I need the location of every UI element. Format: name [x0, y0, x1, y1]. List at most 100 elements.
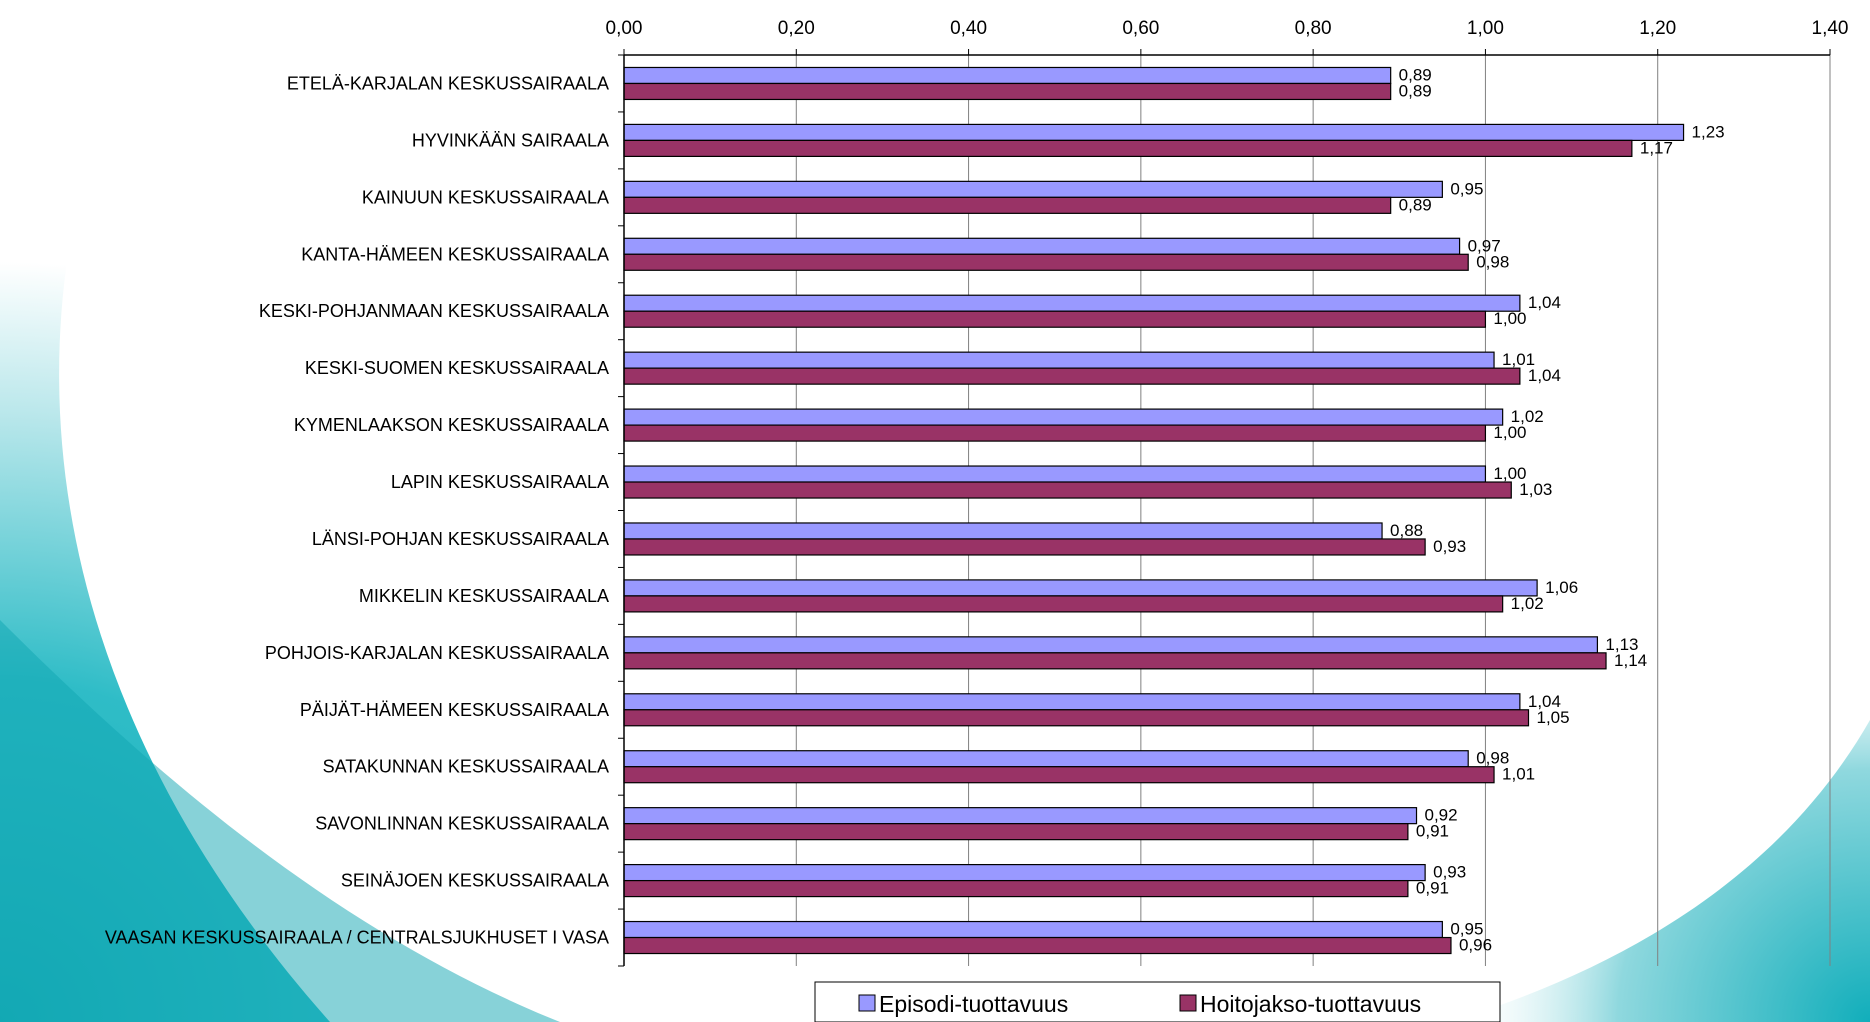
- bar-hoitojakso: [623, 595, 1504, 613]
- bar-hoitojakso: [623, 538, 1426, 556]
- value-label: 1,23: [1692, 122, 1725, 141]
- value-label: 1,14: [1614, 651, 1647, 670]
- bar-episodi: [623, 636, 1599, 654]
- value-label: 1,17: [1640, 138, 1673, 157]
- bar-episodi: [623, 351, 1495, 369]
- value-label: 1,02: [1511, 594, 1544, 613]
- bar-hoitojakso: [623, 139, 1633, 158]
- value-label: 0,93: [1433, 863, 1466, 882]
- category-label: ETELÄ-KARJALAN KESKUSSAIRAALA: [287, 73, 609, 93]
- value-label: 1,01: [1502, 765, 1535, 784]
- bar-hoitojakso: [623, 936, 1452, 955]
- category-label: PÄIJÄT-HÄMEEN KESKUSSAIRAALA: [300, 700, 609, 720]
- value-label: 1,02: [1511, 407, 1544, 426]
- x-tick-label: 1,00: [1467, 18, 1504, 39]
- x-tick-label: 0,60: [1122, 18, 1159, 39]
- bar-hoitojakso: [623, 709, 1530, 727]
- category-label: POHJOIS-KARJALAN KESKUSSAIRAALA: [265, 643, 609, 663]
- value-label: 0,92: [1425, 806, 1458, 825]
- legend-swatch-hoitojakso: [1179, 994, 1197, 1012]
- bar-hoitojakso: [623, 766, 1495, 784]
- category-label: SAVONLINNAN KESKUSSAIRAALA: [315, 814, 609, 834]
- x-tick-labels: 0,00 0,20 0,40 0,60 0,80 1,00 1,20 1,40: [606, 18, 1849, 39]
- bar-episodi: [623, 66, 1392, 85]
- axes: [618, 49, 1831, 967]
- x-tick-label: 0,20: [778, 18, 815, 39]
- category-label: MIKKELIN KESKUSSAIRAALA: [359, 586, 609, 606]
- value-label: 1,04: [1528, 692, 1561, 711]
- bar-episodi: [623, 408, 1504, 426]
- category-label: SATAKUNNAN KESKUSSAIRAALA: [323, 757, 609, 777]
- value-label: 0,89: [1399, 81, 1432, 100]
- value-label: 1,03: [1519, 480, 1552, 499]
- bar-hoitojakso: [623, 823, 1409, 841]
- category-label: KAINUUN KESKUSSAIRAALA: [362, 187, 609, 207]
- value-label: 0,98: [1476, 749, 1509, 768]
- value-label: 1,04: [1528, 293, 1561, 312]
- value-label: 0,98: [1476, 252, 1509, 271]
- bar-episodi: [623, 807, 1418, 825]
- legend-box: [814, 981, 1501, 1022]
- category-label: HYVINKÄÄN SAIRAALA: [412, 130, 609, 150]
- bar-episodi: [623, 123, 1685, 142]
- bar-hoitojakso: [623, 481, 1512, 499]
- x-tick-label: 0,00: [606, 18, 643, 39]
- category-label: VAASAN KESKUSSAIRAALA / CENTRALSJUKHUSET…: [105, 928, 609, 948]
- x-tick-label: 0,80: [1295, 18, 1332, 39]
- bar-hoitojakso: [623, 310, 1487, 328]
- value-label: 1,00: [1493, 309, 1526, 328]
- bar-episodi: [623, 465, 1487, 483]
- value-label: 1,00: [1493, 464, 1526, 483]
- x-tick-label: 1,20: [1639, 18, 1676, 39]
- legend: Episodi-tuottavuus Hoitojakso-tuottavuus: [814, 981, 1501, 1022]
- legend-label-hoitojakso: Hoitojakso-tuottavuus: [1200, 991, 1421, 1017]
- category-label: KESKI-SUOMEN KESKUSSAIRAALA: [305, 358, 609, 378]
- value-label: 0,95: [1450, 920, 1483, 939]
- x-tick-label: 0,40: [950, 18, 987, 39]
- value-label: 0,88: [1390, 521, 1423, 540]
- bar-hoitojakso: [623, 879, 1409, 898]
- legend-label-episodi: Episodi-tuottavuus: [879, 991, 1068, 1017]
- bars: [623, 66, 1685, 955]
- bar-episodi: [623, 522, 1383, 540]
- bar-episodi: [623, 750, 1469, 768]
- category-label: SEINÄJOEN KESKUSSAIRAALA: [341, 871, 609, 891]
- category-label: LAPIN KESKUSSAIRAALA: [391, 472, 609, 492]
- value-label: 0,97: [1468, 236, 1501, 255]
- value-label: 0,95: [1450, 179, 1483, 198]
- value-label: 1,01: [1502, 350, 1535, 369]
- bar-episodi: [623, 920, 1443, 939]
- bar-hoitojakso: [623, 367, 1521, 385]
- bar-episodi: [623, 693, 1521, 711]
- category-label: LÄNSI-POHJAN KESKUSSAIRAALA: [312, 529, 609, 549]
- bar-episodi: [623, 237, 1461, 255]
- value-label: 0,91: [1416, 879, 1449, 898]
- bar-hoitojakso: [623, 652, 1607, 670]
- x-tick-label: 1,40: [1812, 18, 1849, 39]
- bar-episodi: [623, 294, 1521, 312]
- category-labels: ETELÄ-KARJALAN KESKUSSAIRAALA HYVINKÄÄN S…: [105, 73, 609, 947]
- value-label: 0,93: [1433, 537, 1466, 556]
- bar-hoitojakso: [623, 82, 1392, 101]
- bar-hoitojakso: [623, 253, 1469, 271]
- bar-episodi: [623, 180, 1443, 198]
- value-label: 0,89: [1399, 195, 1432, 214]
- category-label: KESKI-POHJANMAAN KESKUSSAIRAALA: [259, 301, 609, 321]
- value-label: 0,91: [1416, 822, 1449, 841]
- value-label: 1,00: [1493, 423, 1526, 442]
- value-labels: 0,890,891,231,170,950,890,970,981,041,00…: [1390, 65, 1725, 954]
- value-label: 1,04: [1528, 366, 1561, 385]
- value-label: 0,89: [1399, 65, 1432, 84]
- bar-hoitojakso: [623, 196, 1392, 214]
- value-label: 0,96: [1459, 936, 1492, 955]
- legend-swatch-episodi: [858, 994, 876, 1012]
- bar-hoitojakso: [623, 424, 1487, 442]
- value-label: 1,06: [1545, 578, 1578, 597]
- value-label: 1,05: [1537, 708, 1570, 727]
- category-label: KYMENLAAKSON KESKUSSAIRAALA: [294, 415, 609, 435]
- bar-episodi: [623, 863, 1426, 882]
- category-label: KANTA-HÄMEEN KESKUSSAIRAALA: [301, 244, 609, 264]
- bar-episodi: [623, 579, 1538, 597]
